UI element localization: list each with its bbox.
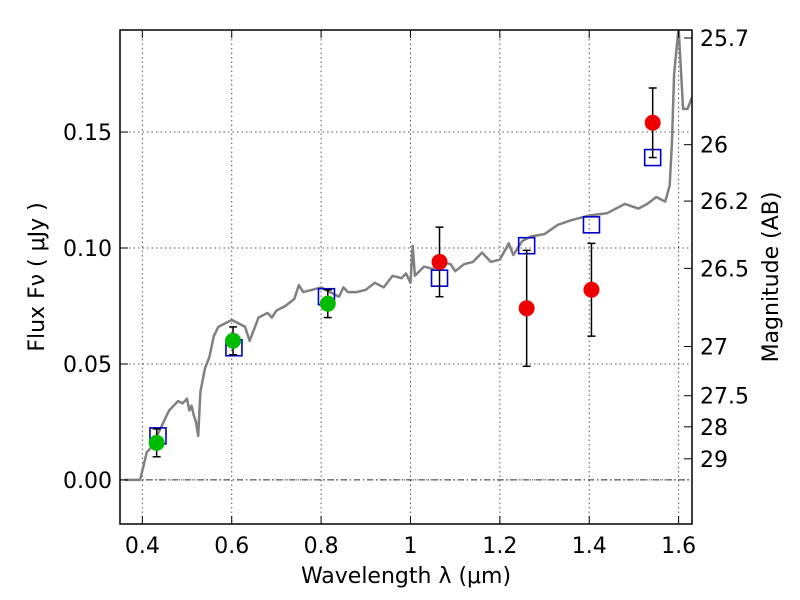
x-tick-label: 1 [403,534,417,559]
green-data-point [148,434,165,451]
y2-tick-label: 26.2 [700,190,749,215]
red-data-point [644,114,661,131]
red-data-point [518,300,535,317]
y2-axis-ticks: 25.7 26 26.2 26.5 27 27.5 28 29 [684,27,749,473]
y-tick-label: 0.00 [63,469,112,494]
y2-tick-label: 26.5 [700,257,749,282]
y-tick-label: 0.10 [63,237,112,262]
y2-tick-label: 29 [700,448,728,473]
red-data-point [583,281,600,298]
x-tick-label: 0.4 [125,534,160,559]
x-axis-label: Wavelength λ (μm) [301,564,511,589]
x-tick-label: 1.2 [482,534,517,559]
green-data-point [319,295,336,312]
red-data-point [431,253,448,270]
y2-tick-label: 28 [700,416,728,441]
template-spectrum-line [124,30,692,482]
y2-tick-label: 27.5 [700,385,749,410]
x-tick-label: 1.6 [661,534,696,559]
y-tick-label: 0.15 [63,121,112,146]
y-tick-label: 0.05 [63,353,112,378]
plot-frame [119,29,693,525]
y2-tick-label: 27 [700,335,728,360]
y-axis-ticks: 0.00 0.05 0.10 0.15 [63,121,128,494]
y2-tick-label: 25.7 [700,27,749,52]
template-spectrum-layer [124,30,692,482]
y2-tick-label: 26 [700,134,728,159]
plot-background [120,30,692,524]
x-tick-label: 0.6 [214,534,249,559]
y-axis-label: Flux Fν ( μJy ) [25,202,50,351]
x-tick-label: 1.4 [572,534,607,559]
model-square [582,216,601,234]
observed-photometry-layer [148,114,661,451]
x-axis-ticks: 0.4 0.6 0.8 1 1.2 1.4 1.6 [125,30,696,559]
green-data-point [225,332,242,349]
x-tick-label: 0.8 [304,534,339,559]
y2-axis-label: Magnitude (AB) [759,192,784,363]
